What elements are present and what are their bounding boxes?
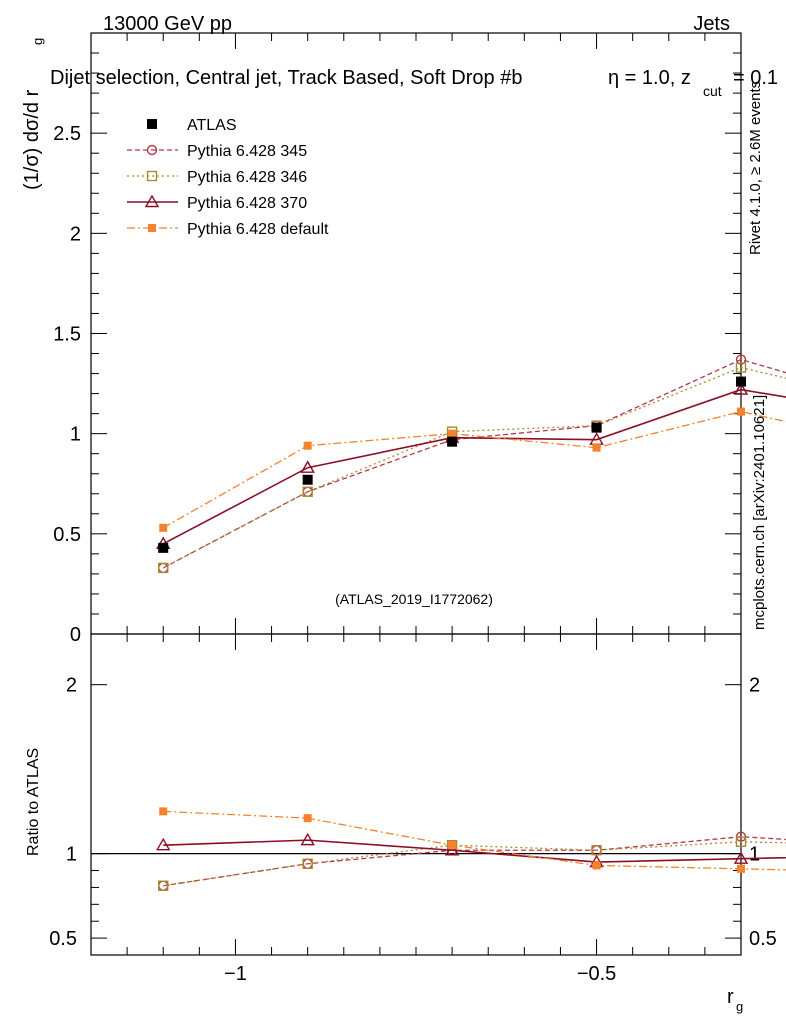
ratio-plot-frame [90, 633, 742, 956]
point-atlas [447, 436, 458, 447]
legend-item-pdefault: Pythia 6.428 default [127, 221, 329, 238]
legend-item-p370: Pythia 6.428 370 [127, 194, 307, 212]
point-atlas [158, 542, 169, 553]
series-p370 [156, 382, 786, 550]
legend-label: Pythia 6.428 370 [187, 195, 307, 212]
point-pdefault [737, 407, 745, 416]
x-axis-label: r [727, 986, 734, 1008]
point-atlas [736, 376, 746, 387]
ratio-point-p370 [156, 837, 171, 851]
ratio-y-tick-label-right: 2 [749, 675, 760, 697]
ratio-point-p370 [300, 832, 315, 846]
ratio-point-p370 [733, 851, 749, 864]
series-line-p346 [162, 366, 786, 569]
process-label: Jets [693, 13, 730, 35]
ratio-point-p346 [158, 880, 169, 891]
legend-label: Pythia 6.428 346 [187, 169, 307, 186]
ratio-panel: 0.5 0.5 1 1 2 2 −1 −0.5 [49, 633, 786, 985]
ratio-y-tick-label: 0.5 [49, 928, 77, 950]
y-tick-label: 2.5 [53, 123, 81, 145]
ratio-point-pdefault [592, 861, 601, 870]
series-atlas [158, 376, 746, 553]
series-pdefault [159, 407, 786, 532]
main-y-axis-sub: g [30, 38, 45, 45]
point-pdefault [303, 441, 312, 450]
rivet-label: Rivet 4.1.0, ≥ 2.6M events [747, 81, 764, 255]
point-p370 [733, 382, 749, 395]
main-panel: 0 0.5 1 1.5 2 2.5 [53, 32, 786, 646]
legend-label: ATLAS [187, 117, 237, 134]
ratio-series-p370 [156, 832, 786, 868]
series-line-p345 [162, 358, 786, 569]
ratio-point-p346 [735, 836, 747, 848]
x-tick-label: −1 [224, 963, 247, 985]
legend-item-atlas: ATLAS [147, 117, 237, 134]
ratio-point-p370 [444, 842, 460, 856]
ratio-y-tick-label-right: 1 [749, 844, 760, 866]
x-tick-label: −0.5 [577, 963, 616, 985]
point-p346 [735, 362, 747, 373]
ratio-point-pdefault [737, 864, 745, 873]
legend-item-p346: Pythia 6.428 346 [127, 169, 307, 186]
ratio-point-pdefault [448, 841, 457, 850]
ratio-point-pdefault [303, 814, 312, 823]
ratio-line-p370 [163, 839, 786, 863]
ratio-y-tick-label-right: 0.5 [749, 928, 777, 950]
point-p345 [735, 354, 747, 365]
legend-label: Pythia 6.428 345 [187, 143, 307, 160]
ratio-y-axis-label: Ratio to ATLAS [25, 748, 42, 856]
point-atlas [591, 422, 602, 433]
series-p346 [158, 362, 786, 574]
selection-text: Dijet selection, Central jet, Track Base… [50, 67, 522, 89]
energy-label: 13000 GeV pp [103, 13, 232, 35]
point-pdefault [448, 429, 457, 438]
legend-item-p345: Pythia 6.428 345 [127, 143, 307, 160]
ratio-line-p345 [163, 836, 786, 887]
series-line-pdefault [162, 410, 786, 529]
point-p346 [302, 486, 313, 497]
point-atlas [302, 474, 313, 485]
cut-sub: cut [703, 83, 722, 99]
x-axis-sub: g [736, 999, 743, 1014]
ratio-series-p346 [158, 836, 786, 891]
y-tick-label: 0 [70, 624, 81, 646]
ratio-line-pdefault [163, 810, 786, 871]
cut-value: = 0.1 [733, 67, 778, 89]
legend-marker-p345 [146, 144, 158, 156]
ratio-line-p346 [163, 841, 786, 887]
ratio-y-tick-label: 2 [66, 675, 77, 697]
legend-marker-p370 [144, 194, 160, 208]
ratio-series-pdefault [159, 807, 786, 873]
point-p346 [158, 562, 169, 574]
legend-marker-pdefault [148, 224, 156, 232]
legend-label: Pythia 6.428 default [187, 221, 329, 238]
ratio-series-p345 [158, 831, 786, 891]
cut-main: η = 1.0, z [608, 67, 691, 89]
main-y-axis-label: (1/σ) dσ/d r [21, 89, 43, 190]
mcplots-label: mcplots.cern.ch [arXiv:2401.10621] [751, 395, 768, 630]
analysis-watermark: (ATLAS_2019_I1772062) [335, 591, 493, 607]
legend-marker-p346 [146, 170, 158, 182]
y-tick-label: 1.5 [53, 324, 81, 346]
legend-marker-atlas [147, 119, 157, 129]
point-pdefault [592, 443, 601, 452]
point-p370 [300, 460, 315, 473]
y-tick-label: 2 [70, 223, 81, 245]
y-tick-label: 0.5 [53, 524, 81, 546]
ratio-point-p346 [302, 858, 313, 869]
series-line-p370 [162, 388, 786, 545]
y-tick-label: 1 [70, 424, 81, 446]
point-pdefault [159, 523, 168, 532]
ratio-y-tick-label: 1 [66, 844, 77, 866]
legend: ATLAS Pythia 6.428 345 Pythia 6.428 346 Pyt… [127, 117, 329, 238]
ratio-point-pdefault [159, 807, 168, 816]
